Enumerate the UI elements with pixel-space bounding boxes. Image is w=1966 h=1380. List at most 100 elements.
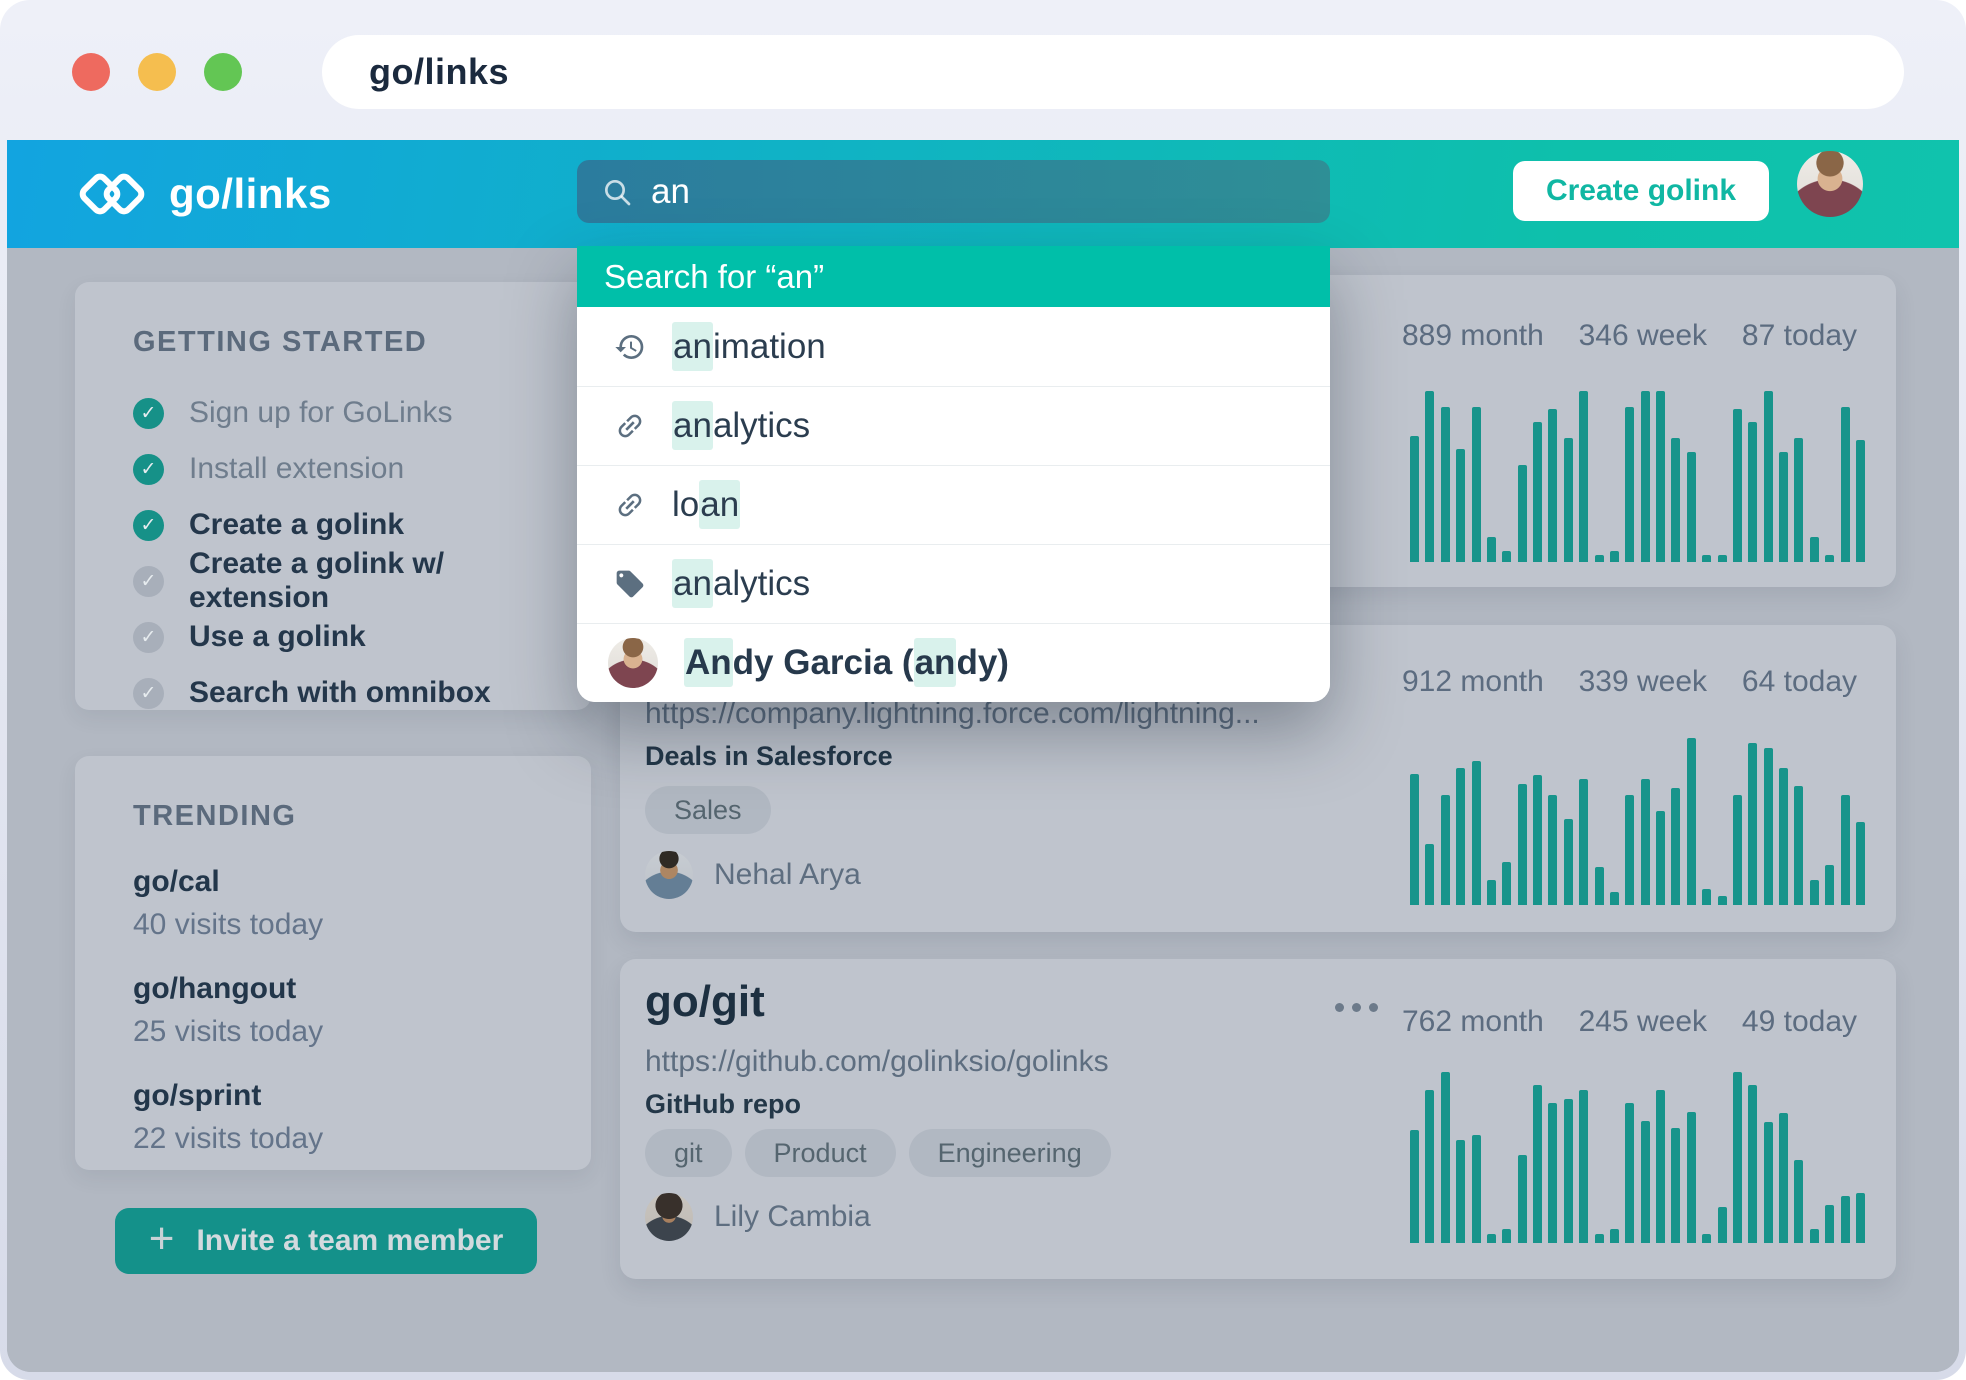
chart-bar: [1794, 1160, 1804, 1243]
tag-icon: [616, 570, 644, 598]
chart-bar: [1748, 421, 1758, 562]
address-bar[interactable]: go/links: [322, 35, 1904, 109]
chart-bar: [1809, 1228, 1819, 1243]
tag-pill[interactable]: Engineering: [908, 1129, 1111, 1177]
search-input[interactable]: [651, 171, 1316, 212]
tag-pill[interactable]: Sales: [645, 786, 771, 834]
chart-bar: [1763, 748, 1773, 905]
getting-started-item[interactable]: ✓ Create a golink: [133, 497, 591, 553]
stat-value: 64 today: [1741, 665, 1857, 698]
chart-bar: [1579, 1090, 1589, 1243]
suggestion-item[interactable]: analytics: [577, 386, 1330, 465]
check-icon: ✓: [133, 453, 164, 485]
suggestion-item[interactable]: animation: [577, 307, 1330, 386]
create-golink-button[interactable]: Create golink: [1513, 161, 1769, 221]
window-minimize-button[interactable]: [138, 53, 176, 91]
chart-bar: [1471, 1135, 1481, 1243]
trending-link[interactable]: go/cal: [133, 865, 220, 898]
more-options-icon[interactable]: [1335, 1003, 1378, 1012]
card-stats: 889 month 346 week 87 today: [1402, 319, 1857, 353]
app-header: go/links Create golink: [7, 140, 1959, 248]
owner-name: Lily Cambia: [714, 1200, 871, 1233]
tag-pill[interactable]: Product: [744, 1129, 896, 1177]
tag-pill[interactable]: git: [645, 1129, 732, 1177]
chart-bar: [1671, 437, 1681, 562]
golink-description: GitHub repo: [645, 1089, 801, 1119]
chart-bar: [1471, 407, 1481, 562]
suggestion-item[interactable]: Andy Garcia (andy): [577, 623, 1330, 702]
getting-started-label: Install extension: [189, 452, 405, 485]
chart-bar: [1486, 536, 1496, 562]
address-bar-text: go/links: [369, 51, 510, 92]
header-search[interactable]: [577, 160, 1330, 223]
card-stats: 912 month 339 week 64 today: [1402, 665, 1857, 699]
getting-started-label: Search with omnibox: [189, 676, 491, 709]
window-close-button[interactable]: [72, 53, 110, 91]
chart-bar: [1748, 743, 1758, 905]
chart-bar: [1410, 773, 1419, 905]
brand-name: go/links: [169, 170, 332, 217]
chart-bar: [1563, 437, 1573, 562]
chart-bar: [1702, 888, 1712, 905]
getting-started-item[interactable]: ✓ Search with omnibox: [133, 665, 591, 721]
golink-card-git: go/git https://github.com/golinksio/goli…: [620, 959, 1896, 1279]
chart-bar: [1594, 1234, 1604, 1243]
chart-bar: [1671, 788, 1681, 905]
stat-value: 346 week: [1578, 319, 1708, 352]
golink-owner: Nehal Arya: [645, 851, 861, 899]
trending-visits: 22 visits today: [133, 1122, 324, 1155]
chart-bar: [1686, 452, 1696, 562]
window-zoom-button[interactable]: [204, 53, 242, 91]
chart-bar: [1410, 1129, 1419, 1243]
stat-value: 339 week: [1578, 665, 1708, 698]
chart-bar: [1732, 1072, 1742, 1243]
getting-started-item[interactable]: ✓ Create a golink w/ extension: [133, 547, 591, 614]
chart-bar: [1609, 551, 1619, 562]
chart-bar: [1563, 818, 1573, 905]
golink-url: https://company.lightning.force.com/ligh…: [645, 697, 1260, 730]
trending-link[interactable]: go/hangout: [133, 972, 297, 1005]
chart-bar: [1502, 861, 1512, 905]
trending-visits: 25 visits today: [133, 1015, 324, 1048]
invite-button-label: Invite a team member: [196, 1224, 504, 1257]
brand-logo[interactable]: go/links: [75, 140, 332, 248]
getting-started-item[interactable]: ✓ Sign up for GoLinks: [133, 385, 591, 441]
suggestion-text: analytics: [672, 559, 810, 608]
golink-url: https://github.com/golinksio/golinks: [645, 1045, 1109, 1078]
chart-bar: [1594, 554, 1604, 562]
card-stats: 762 month 245 week 49 today: [1402, 1005, 1857, 1039]
check-icon: ✓: [133, 509, 164, 541]
user-avatar[interactable]: [1797, 151, 1863, 217]
owner-avatar: [645, 1193, 693, 1241]
suggestion-item[interactable]: loan: [577, 465, 1330, 544]
chart-bar: [1840, 1196, 1850, 1243]
getting-started-label: Use a golink: [189, 620, 366, 653]
invite-team-member-button[interactable]: + Invite a team member: [115, 1208, 537, 1274]
getting-started-item[interactable]: ✓ Install extension: [133, 441, 591, 497]
getting-started-card: GETTING STARTED ✓ Sign up for GoLinks ✓ Ins…: [75, 282, 591, 710]
stat-value: 762 month: [1402, 1005, 1544, 1038]
chart-bar: [1748, 1084, 1758, 1243]
golink-title[interactable]: go/git: [645, 977, 765, 1026]
stat-value: 49 today: [1741, 1005, 1857, 1038]
chart-bar: [1794, 786, 1804, 905]
chart-bar: [1855, 822, 1865, 905]
suggestion-item[interactable]: analytics: [577, 544, 1330, 623]
chart-bar: [1717, 554, 1727, 562]
search-for-option[interactable]: Search for “an”: [577, 246, 1330, 307]
visits-chart: [1410, 1063, 1865, 1243]
owner-name: Nehal Arya: [714, 858, 861, 891]
trending-link[interactable]: go/sprint: [133, 1079, 262, 1112]
history-icon: [615, 334, 644, 359]
chart-bar: [1440, 795, 1450, 905]
chart-bar: [1825, 865, 1835, 905]
getting-started-item[interactable]: ✓ Use a golink: [133, 609, 591, 665]
stat-value: 245 week: [1578, 1005, 1708, 1038]
trending-card: TRENDING go/cal 40 visits today go/hangout…: [75, 756, 591, 1170]
chart-bar: [1717, 896, 1727, 905]
getting-started-title: GETTING STARTED: [133, 326, 428, 358]
chart-bar: [1456, 1140, 1466, 1243]
suggestion-avatar: [608, 638, 658, 688]
chart-bar: [1548, 409, 1558, 562]
golink-owner: Lily Cambia: [645, 1193, 871, 1241]
